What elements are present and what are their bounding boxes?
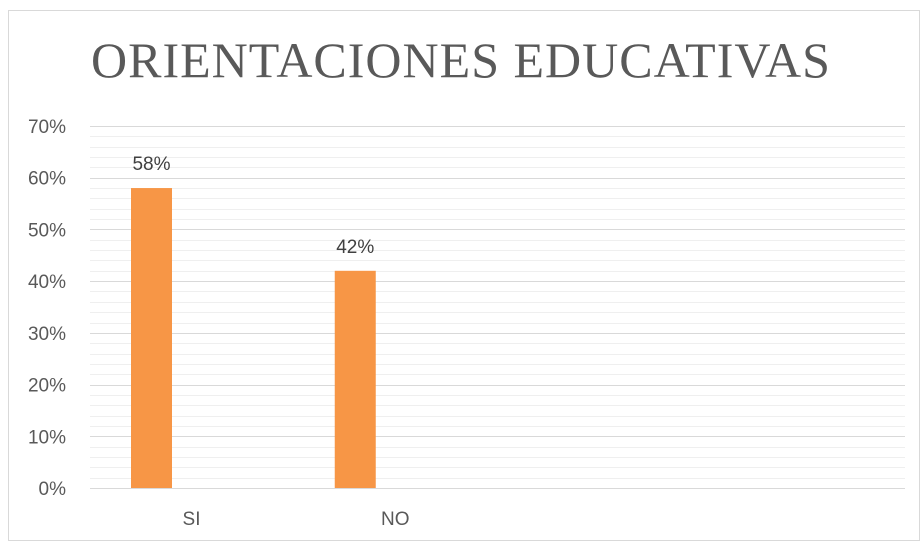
bars	[131, 188, 376, 489]
x-tick-label: SI	[183, 509, 201, 530]
bar-no	[334, 270, 376, 488]
data-labels: 58% 42%	[132, 154, 374, 258]
x-tick-label: NO	[381, 509, 410, 530]
data-label: 42%	[336, 237, 374, 258]
y-tick-label: 20%	[28, 376, 66, 397]
data-label: 58%	[132, 154, 170, 175]
gridlines	[90, 126, 905, 489]
y-axis-ticks: 0% 10% 20% 30% 40% 50% 60% 70%	[28, 117, 66, 500]
chart-title: ORIENTACIONES EDUCATIVAS	[91, 32, 831, 88]
y-tick-label: 30%	[28, 324, 66, 345]
x-axis-ticks: SI NO	[183, 509, 410, 530]
bar-si	[131, 188, 172, 489]
y-tick-label: 0%	[39, 479, 67, 500]
y-tick-label: 10%	[28, 427, 66, 448]
y-tick-label: 60%	[28, 169, 66, 190]
y-tick-label: 50%	[28, 220, 66, 241]
y-tick-label: 70%	[28, 117, 66, 138]
y-tick-label: 40%	[28, 272, 66, 293]
